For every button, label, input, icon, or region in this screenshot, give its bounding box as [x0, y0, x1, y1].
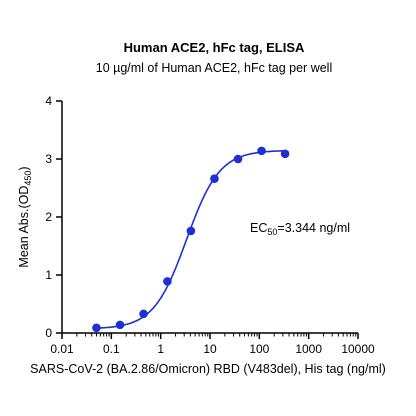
x-tick-label: 10000: [341, 342, 375, 356]
data-point: [163, 277, 172, 286]
chart-subtitle: 10 µg/ml of Human ACE2, hFc tag per well: [96, 61, 332, 75]
y-axis-label: Mean Abs.(OD450): [17, 166, 33, 267]
data-point: [257, 146, 266, 156]
x-tick-label: 100: [249, 342, 269, 356]
fit-curve-layer: [96, 149, 286, 329]
y-axis-label-prefix: Mean Abs.(OD: [17, 186, 31, 268]
y-tick-label: 2: [45, 210, 52, 224]
axes: 0 1 2 3 4 0.01 0.1 1 10 100 1000 10000: [45, 94, 375, 356]
annotation-ec50-prefix: EC: [250, 221, 267, 235]
x-tick-label: 10: [203, 342, 217, 356]
x-tick-label: 1000: [295, 342, 322, 356]
data-point: [92, 323, 101, 333]
annotation-ec50-suffix: =3.344 ng/ml: [277, 221, 350, 235]
data-point: [210, 174, 219, 184]
x-tick-label: 0.1: [103, 342, 120, 356]
data-points-layer: [92, 146, 290, 333]
y-axis-label-suffix: ): [17, 166, 31, 170]
y-tick-label: 4: [45, 94, 52, 108]
x-tick-label: 1: [157, 342, 164, 356]
data-point: [186, 226, 196, 236]
annotation-ec50: EC50=3.344 ng/ml: [250, 221, 350, 237]
y-axis-label-subscript: 450: [23, 171, 33, 186]
y-tick-label: 3: [45, 152, 52, 166]
y-tick-label: 1: [45, 268, 52, 282]
fit-curve: [96, 149, 286, 329]
chart-title: Human ACE2, hFc tag, ELISA: [124, 40, 305, 55]
data-point: [115, 320, 125, 330]
data-point: [280, 149, 290, 159]
y-tick-label: 0: [45, 326, 52, 340]
annotation-ec50-subscript: 50: [267, 227, 277, 237]
data-point: [139, 309, 148, 319]
data-point: [233, 154, 243, 164]
x-axis-label: SARS-CoV-2 (BA.2.86/Omicron) RBD (V483de…: [30, 362, 386, 376]
x-tick-label: 0.01: [50, 342, 74, 356]
